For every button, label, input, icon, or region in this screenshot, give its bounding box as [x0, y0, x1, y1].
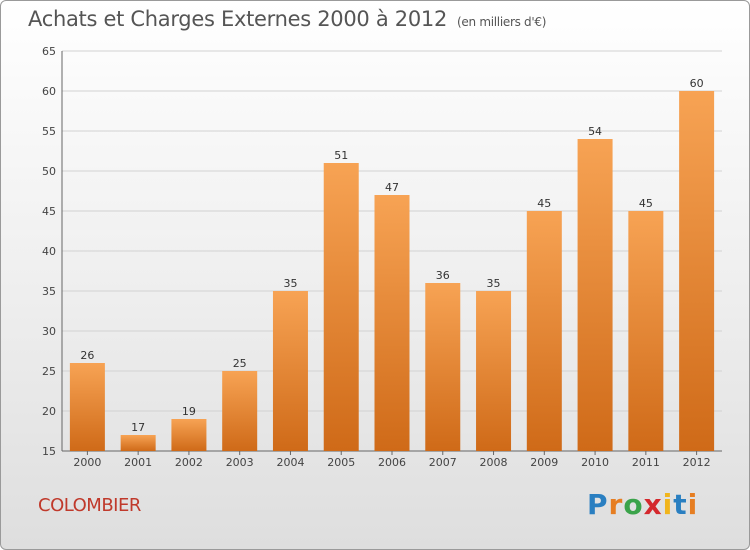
- y-tick-label: 50: [42, 165, 56, 178]
- data-label: 47: [385, 181, 399, 194]
- y-tick-label: 45: [42, 205, 56, 218]
- data-label: 19: [182, 405, 196, 418]
- x-tick-label: 2006: [378, 456, 406, 469]
- y-tick-label: 55: [42, 125, 56, 138]
- data-label: 26: [80, 349, 94, 362]
- chart-title-text: Achats et Charges Externes 2000 à 2012: [28, 7, 448, 31]
- bar: [628, 211, 664, 451]
- data-label: 45: [537, 197, 551, 210]
- labels: 15 20 25 30 35 40 45 50 55 60 65 26 2000 17 2001 19 2002…: [42, 45, 711, 469]
- x-tick-label: 2012: [683, 456, 711, 469]
- data-label: 36: [436, 269, 450, 282]
- x-tick-label: 2003: [226, 456, 254, 469]
- y-tick-label: 30: [42, 325, 56, 338]
- data-label: 45: [639, 197, 653, 210]
- data-label: 25: [233, 357, 247, 370]
- commune-name: COLOMBIER: [38, 495, 141, 516]
- bar: [323, 163, 359, 451]
- data-label: 60: [690, 77, 704, 90]
- y-tick-label: 40: [42, 245, 56, 258]
- proxiti-logo: Proxiti: [587, 488, 699, 521]
- bar: [577, 139, 613, 451]
- y-tick-label: 35: [42, 285, 56, 298]
- y-tick-label: 25: [42, 365, 56, 378]
- x-tick-label: 2010: [581, 456, 609, 469]
- data-label: 51: [334, 149, 348, 162]
- data-label: 35: [487, 277, 501, 290]
- data-label: 35: [283, 277, 297, 290]
- y-tick-label: 20: [42, 405, 56, 418]
- bar: [69, 363, 105, 451]
- y-tick-label: 60: [42, 85, 56, 98]
- x-tick-label: 2000: [73, 456, 101, 469]
- bar: [171, 419, 207, 451]
- x-tick-label: 2001: [124, 456, 152, 469]
- bars: [69, 91, 715, 451]
- x-tick-label: 2008: [480, 456, 508, 469]
- chart-subtitle: (en milliers d'€): [457, 15, 547, 29]
- data-label: 54: [588, 125, 602, 138]
- x-tick-label: 2011: [632, 456, 660, 469]
- x-tick-label: 2002: [175, 456, 203, 469]
- y-tick-label: 65: [42, 45, 56, 58]
- data-label: 17: [131, 421, 145, 434]
- x-tick-label: 2009: [530, 456, 558, 469]
- y-tick-label: 15: [42, 445, 56, 458]
- bar: [526, 211, 562, 451]
- bar: [222, 371, 258, 451]
- bar: [476, 291, 512, 451]
- x-tick-label: 2004: [276, 456, 304, 469]
- bar: [679, 91, 715, 451]
- bar: [374, 195, 410, 451]
- x-tick-label: 2007: [429, 456, 457, 469]
- bar: [120, 435, 156, 451]
- bar: [425, 283, 461, 451]
- chart-title: Achats et Charges Externes 2000 à 2012 (e…: [28, 7, 546, 31]
- bar: [272, 291, 308, 451]
- x-tick-label: 2005: [327, 456, 355, 469]
